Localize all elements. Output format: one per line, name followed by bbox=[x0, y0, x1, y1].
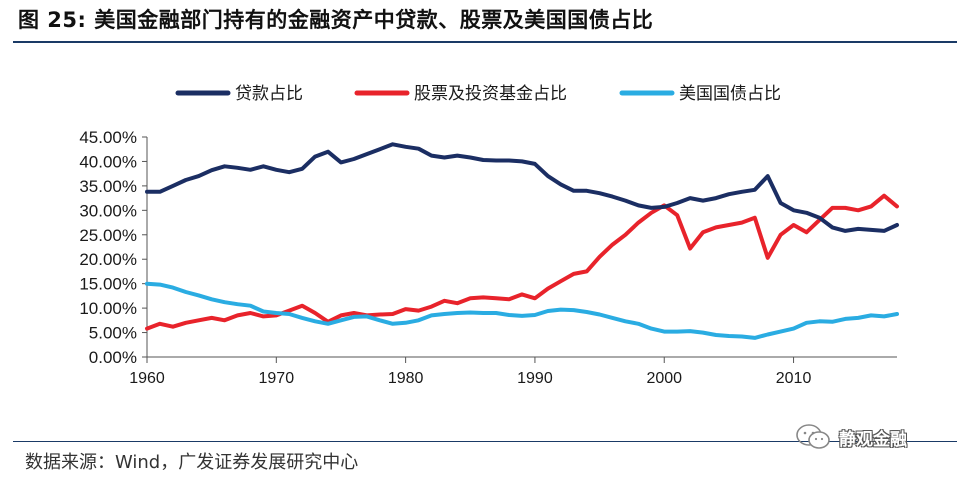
y-tick-label: 45.00% bbox=[79, 128, 137, 147]
plot-area bbox=[145, 142, 899, 340]
x-axis: 1960 1970 1980 1990 2000 2010 bbox=[129, 356, 897, 387]
x-tick-label: 1980 bbox=[388, 370, 424, 387]
source-divider bbox=[13, 441, 957, 442]
y-tick-label: 5.00% bbox=[89, 324, 137, 343]
y-tick-label: 40.00% bbox=[79, 152, 137, 171]
y-tick-label: 35.00% bbox=[79, 177, 137, 196]
series-line-stocks bbox=[145, 193, 899, 331]
y-tick-label: 10.00% bbox=[79, 299, 137, 318]
x-tick-label: 1970 bbox=[259, 370, 295, 387]
y-axis: 0.00% 5.00% 10.00% 15.00% 20.00% 25.00% 30.00%… bbox=[79, 128, 148, 367]
source-note: 数据来源：Wind，广发证券发展研究中心 bbox=[25, 452, 359, 473]
title-divider bbox=[13, 41, 957, 43]
y-tick-label: 25.00% bbox=[79, 226, 137, 245]
line-chart: 贷款占比 股票及投资基金占比 美国国债占比 0.00% 5.00% 10.00% 15.0… bbox=[79, 84, 899, 387]
legend-label-loans: 贷款占比 bbox=[235, 84, 303, 104]
y-tick-label: 15.00% bbox=[79, 275, 137, 294]
y-tick-label: 20.00% bbox=[79, 250, 137, 269]
series-line-treasuries bbox=[145, 281, 899, 340]
wechat-icon bbox=[796, 424, 830, 449]
watermark-text: 静观金融 bbox=[839, 429, 907, 450]
figure-title: 图 25: 美国金融部门持有的金融资产中贷款、股票及美国国债占比 bbox=[18, 8, 654, 32]
y-tick-label: 30.00% bbox=[79, 201, 137, 220]
legend-label-treasuries: 美国国债占比 bbox=[679, 84, 781, 104]
x-tick-label: 2010 bbox=[776, 370, 812, 387]
x-tick-label: 1960 bbox=[129, 370, 165, 387]
series-line-loans bbox=[145, 142, 899, 233]
legend-label-stocks: 股票及投资基金占比 bbox=[414, 84, 567, 104]
watermark: 静观金融 bbox=[795, 422, 907, 452]
x-tick-label: 1990 bbox=[517, 370, 553, 387]
x-tick-label: 2000 bbox=[646, 370, 682, 387]
chart-legend: 贷款占比 股票及投资基金占比 美国国债占比 bbox=[175, 84, 781, 104]
y-tick-label: 0.00% bbox=[89, 348, 137, 367]
